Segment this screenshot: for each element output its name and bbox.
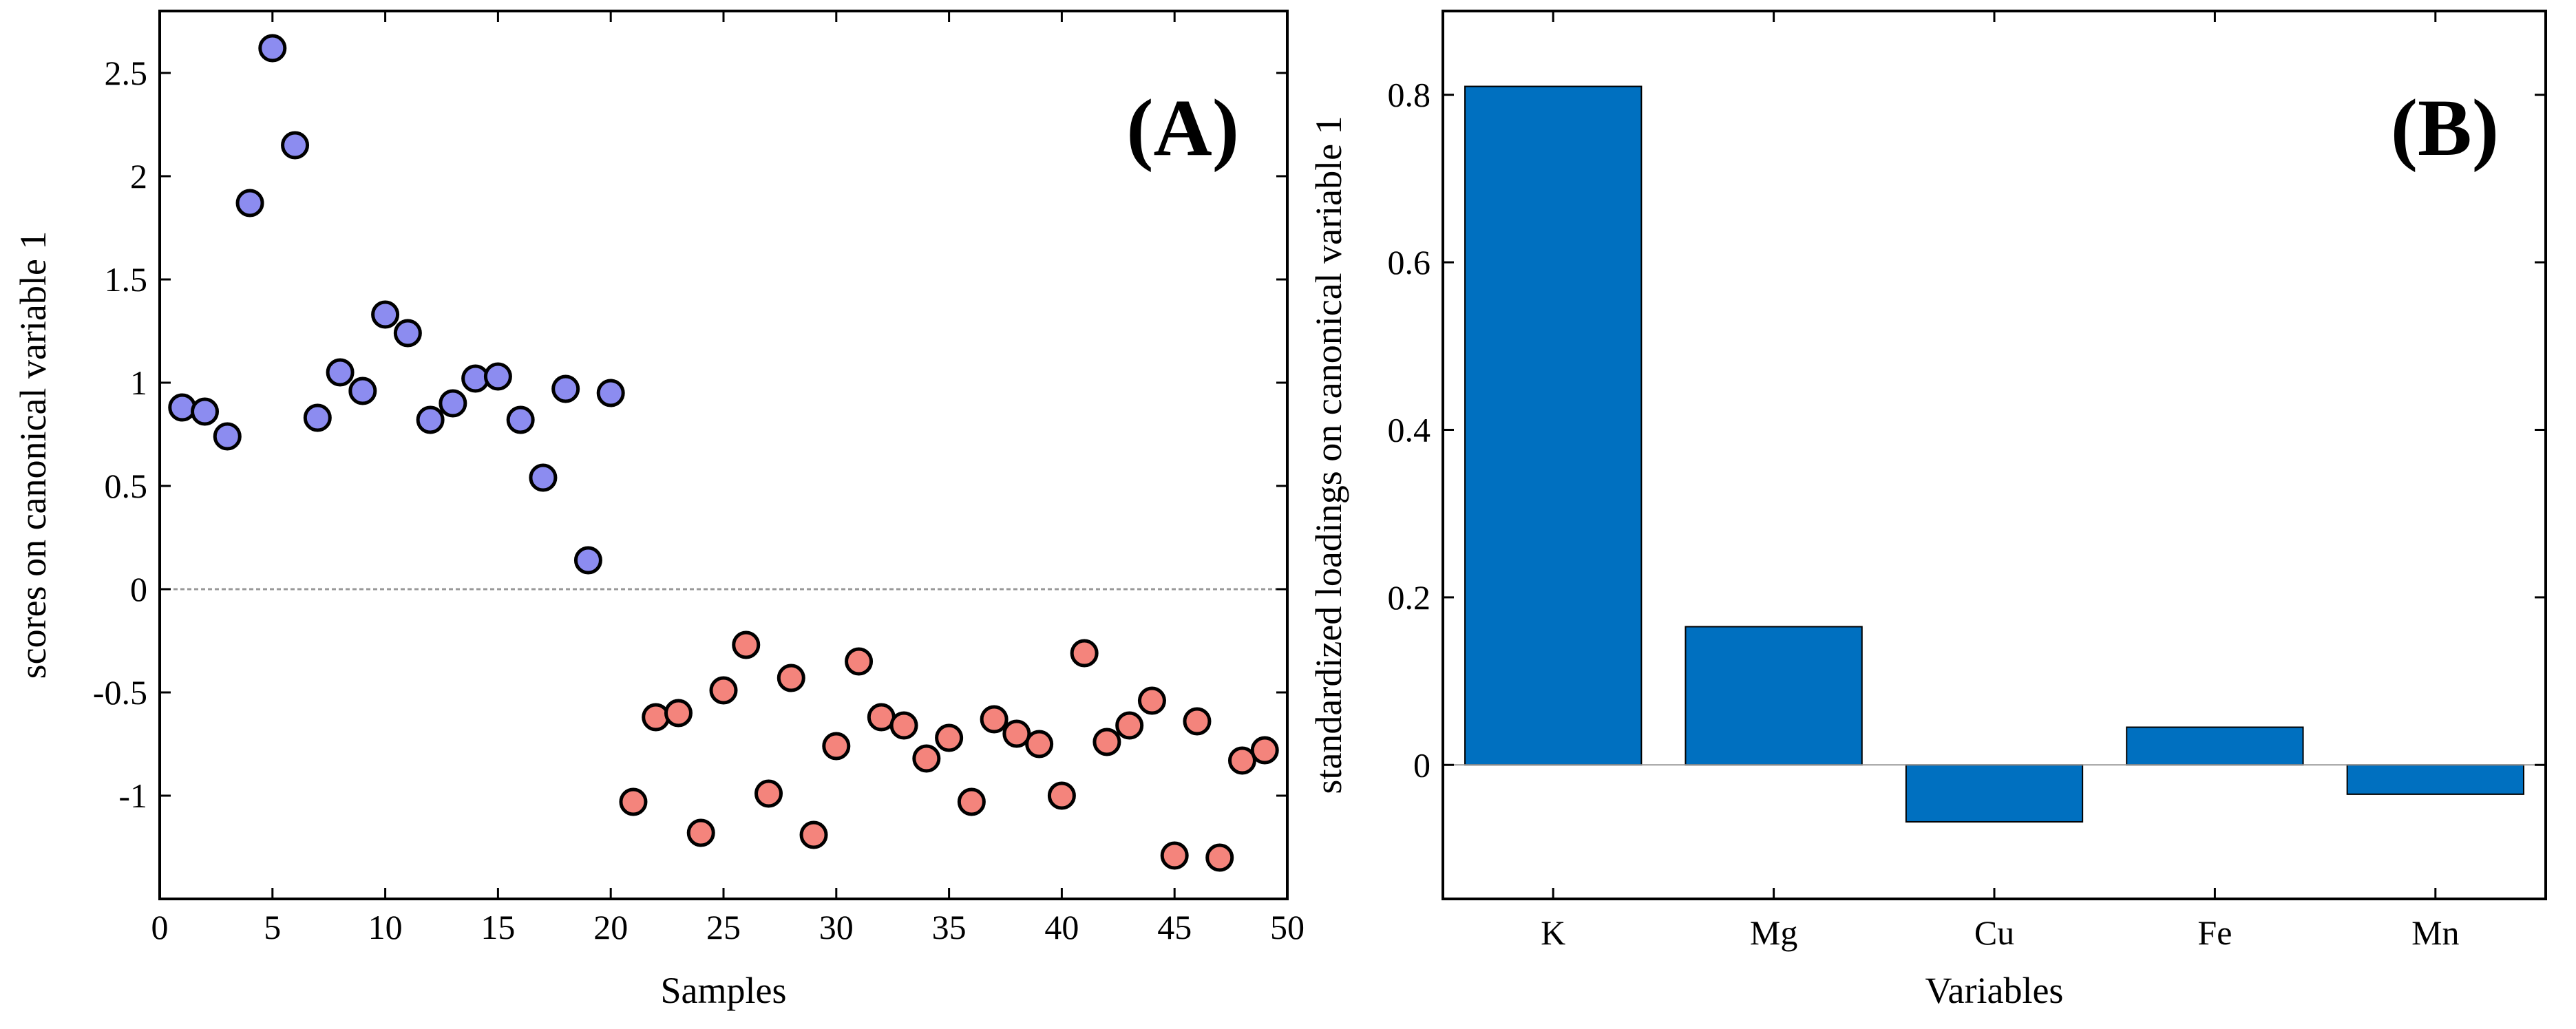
data-point-group1 <box>483 362 512 391</box>
panel-label-b: (B) <box>2391 83 2499 173</box>
bar-mg <box>1685 626 1863 766</box>
data-point-group1 <box>326 358 355 387</box>
x-tick-label: 50 <box>1270 908 1305 946</box>
y-tick-label: 2.5 <box>105 54 148 92</box>
bar-fe <box>2126 726 2304 766</box>
data-point-group1 <box>168 393 197 422</box>
data-point-group2 <box>957 787 986 816</box>
data-point-group2 <box>980 705 1009 734</box>
data-point-group2 <box>1137 686 1166 715</box>
y-tick-label: 2 <box>130 157 147 195</box>
bar-cu <box>1905 764 2084 823</box>
y-tick-label: -0.5 <box>93 673 147 712</box>
data-point-group2 <box>1183 707 1212 736</box>
data-point-group1 <box>258 34 287 63</box>
data-point-group1 <box>393 319 422 348</box>
data-point-group1 <box>506 405 535 434</box>
panel-a-scatter: 0 5 10 15 20 25 30 35 40 45 50 -1-0.500.511.522.5 … <box>12 10 1305 1011</box>
x-axis-ticks: 0 5 10 15 20 25 30 35 40 45 50 <box>151 11 1305 946</box>
scatter-points <box>168 34 1279 872</box>
data-point-group2 <box>709 676 738 705</box>
data-point-group2 <box>777 664 805 692</box>
y-tick-label: 0.4 <box>1388 410 1431 449</box>
data-point-group1 <box>416 405 445 434</box>
data-point-group2 <box>1070 639 1099 668</box>
data-point-group2 <box>1227 746 1256 775</box>
x-tick-label: 30 <box>819 908 854 946</box>
data-point-group1 <box>573 546 602 575</box>
data-point-group2 <box>686 818 715 847</box>
x-tick-label: 0 <box>151 908 169 946</box>
y-axis-ticks: 0 0.2 0.4 0.6 0.8 <box>1388 76 2546 784</box>
y-tick-label: 0.2 <box>1388 578 1431 617</box>
y-tick-label: 1 <box>130 363 147 402</box>
data-point-group2 <box>1002 719 1031 748</box>
x-tick-label: 45 <box>1157 908 1192 946</box>
x-tick-label: 10 <box>368 908 403 946</box>
y-axis-label: standardized loadings on canonical varia… <box>1308 116 1349 794</box>
y-tick-label: -1 <box>118 776 147 815</box>
y-axis-ticks: -1 -0.5 0 0.5 1 1.5 2 2.5 <box>93 54 1287 815</box>
data-point-group2 <box>799 820 828 849</box>
y-tick-label: 0 <box>1413 745 1430 784</box>
data-point-group1 <box>235 189 264 218</box>
data-point-group1 <box>371 300 400 329</box>
data-point-group2 <box>1092 728 1121 756</box>
y-tick-label: 1.5 <box>105 260 148 299</box>
data-point-group2 <box>1160 841 1189 870</box>
y-axis-label: scores on canonical variable 1 <box>12 231 54 679</box>
data-point-group2 <box>822 732 851 761</box>
data-point-group2 <box>642 703 671 732</box>
category-label-cu: Cu <box>1974 913 2014 952</box>
data-point-group2 <box>1205 843 1234 872</box>
x-axis-label: Variables <box>1925 970 2064 1011</box>
category-label-mg: Mg <box>1750 913 1797 952</box>
data-point-group2 <box>889 711 918 740</box>
x-tick-label: 35 <box>932 908 967 946</box>
panel-a-axes-frame <box>158 10 1289 900</box>
data-point-group2 <box>754 779 783 808</box>
data-point-group1 <box>551 374 580 403</box>
data-point-group1 <box>529 463 558 492</box>
data-point-group1 <box>191 397 220 426</box>
x-tick-label: 5 <box>264 908 281 946</box>
data-point-group2 <box>732 630 761 659</box>
data-point-group1 <box>439 389 467 418</box>
data-point-group1 <box>213 422 242 451</box>
data-point-group2 <box>619 787 648 816</box>
panel-label-a: (A) <box>1126 83 1239 173</box>
y-tick-label: 0.5 <box>105 467 148 505</box>
category-ticks: K Mg Cu Fe Mn <box>1541 11 2460 952</box>
data-point-group1 <box>596 379 625 407</box>
category-label-k: K <box>1541 913 1565 952</box>
data-point-group2 <box>845 647 874 676</box>
bar-mn <box>2346 764 2524 795</box>
data-point-group2 <box>1047 781 1076 810</box>
x-tick-label: 40 <box>1044 908 1079 946</box>
data-point-group2 <box>912 744 941 773</box>
data-point-group2 <box>664 699 693 728</box>
data-point-group2 <box>1025 730 1054 759</box>
data-point-group1 <box>281 131 310 160</box>
y-tick-label: 0.8 <box>1388 76 1431 114</box>
data-point-group2 <box>1115 711 1144 740</box>
bars <box>1464 85 2524 823</box>
y-tick-label: 0 <box>130 570 147 608</box>
x-tick-label: 25 <box>706 908 741 946</box>
data-point-group1 <box>348 376 377 405</box>
x-tick-label: 15 <box>481 908 515 946</box>
data-point-group1 <box>303 403 332 432</box>
category-label-mn: Mn <box>2411 913 2459 952</box>
bar-k <box>1464 85 1643 766</box>
x-axis-label: Samples <box>661 970 787 1011</box>
category-label-fe: Fe <box>2197 913 2232 952</box>
x-tick-label: 20 <box>593 908 628 946</box>
data-point-group2 <box>1250 736 1279 765</box>
panel-b-bar: K Mg Cu Fe Mn 0 0.2 0.4 0.6 0.8 Variables standa… <box>1308 10 2547 1011</box>
y-tick-label: 0.6 <box>1388 243 1431 282</box>
data-point-group2 <box>935 723 964 752</box>
